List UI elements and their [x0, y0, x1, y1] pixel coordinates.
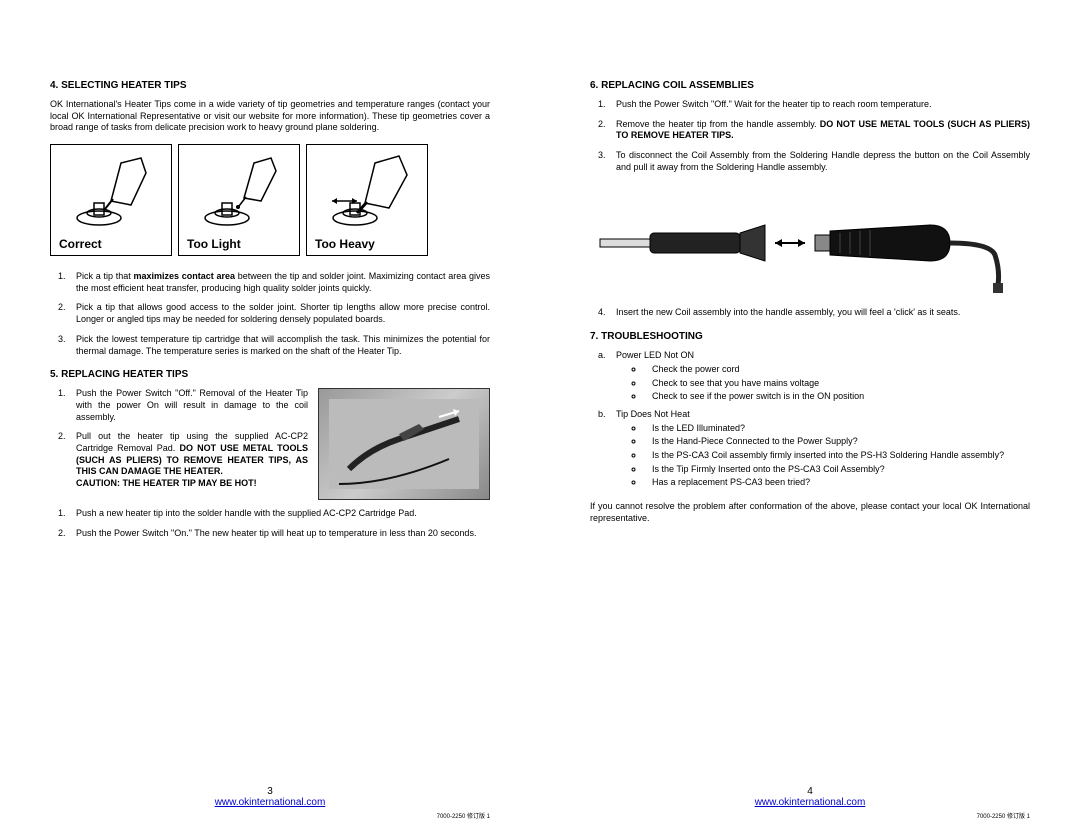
tip-light-svg: [189, 153, 289, 233]
section6-list-c: Insert the new Coil assembly into the ha…: [590, 307, 1030, 319]
tip-correct-svg: [61, 153, 161, 233]
s5b-item1: Push a new heater tip into the solder ha…: [68, 508, 490, 520]
s6-item3: To disconnect the Coil Assembly from the…: [608, 150, 1030, 173]
illus-label-heavy: Too Heavy: [307, 233, 375, 255]
section4-intro: OK International's Heater Tips come in a…: [50, 99, 490, 134]
illus-too-light: Too Light: [178, 144, 300, 256]
footer-right: 4 www.okinternational.com: [590, 786, 1030, 808]
s7-b-b2: Is the Hand-Piece Connected to the Power…: [644, 436, 1030, 448]
s7-a-b3: Check to see if the power switch is in t…: [644, 391, 1030, 403]
section5-list2: Push a new heater tip into the solder ha…: [50, 508, 490, 539]
s5b-item2: Push the Power Switch "On." The new heat…: [68, 528, 490, 540]
s4-item1: Pick a tip that maximizes contact area b…: [68, 271, 490, 294]
tip-heavy-svg: [317, 153, 417, 233]
illus-too-heavy: Too Heavy: [306, 144, 428, 256]
page-number-4: 4: [590, 786, 1030, 797]
coil-assembly-diagram: [590, 195, 1010, 295]
s7-b-b4: Is the Tip Firmly Inserted onto the PS-C…: [644, 464, 1030, 476]
page-4: 6. REPLACING COIL ASSEMBLIES Push the Po…: [540, 0, 1080, 834]
s7-a-b2: Check to see that you have mains voltage: [644, 378, 1030, 390]
section4-heading: 4. SELECTING HEATER TIPS: [50, 80, 490, 91]
s4-item2: Pick a tip that allows good access to th…: [68, 302, 490, 325]
section4-list: Pick a tip that maximizes contact area b…: [50, 271, 490, 357]
section5-heading: 5. REPLACING HEATER TIPS: [50, 369, 490, 380]
s7-a: Power LED Not ON Check the power cord Ch…: [608, 350, 1030, 403]
s7-b-b5: Has a replacement PS-CA3 been tried?: [644, 477, 1030, 489]
s4-item3: Pick the lowest temperature tip cartridg…: [68, 334, 490, 357]
s7-a-b1: Check the power cord: [644, 364, 1030, 376]
section6-list: Push the Power Switch "Off." Wait for th…: [590, 99, 1030, 173]
illus-correct: Correct: [50, 144, 172, 256]
heater-tip-photo: [318, 388, 490, 500]
s7-b-b1: Is the LED Illuminated?: [644, 423, 1030, 435]
section7-heading: 7. TROUBLESHOOTING: [590, 331, 1030, 342]
section7-list: Power LED Not ON Check the power cord Ch…: [590, 350, 1030, 489]
s6-item2: Remove the heater tip from the handle as…: [608, 119, 1030, 142]
illus-label-correct: Correct: [51, 233, 102, 255]
section7-closing: If you cannot resolve the problem after …: [590, 501, 1030, 524]
s6-item4: Insert the new Coil assembly into the ha…: [608, 307, 1030, 319]
s6-item1: Push the Power Switch "Off." Wait for th…: [608, 99, 1030, 111]
page-number-3: 3: [50, 786, 490, 797]
section6-heading: 6. REPLACING COIL ASSEMBLIES: [590, 80, 1030, 91]
illus-label-light: Too Light: [179, 233, 241, 255]
tip-illustrations: Correct Too Light: [50, 144, 490, 256]
footer-left: 3 www.okinternational.com: [50, 786, 490, 808]
s7-b: Tip Does Not Heat Is the LED Illuminated…: [608, 409, 1030, 489]
url-link-right[interactable]: www.okinternational.com: [755, 797, 866, 808]
s7-b-b3: Is the PS-CA3 Coil assembly firmly inser…: [644, 450, 1030, 462]
url-link-left[interactable]: www.okinternational.com: [215, 797, 326, 808]
docnum-right: 7000-2250 修订版 1: [977, 811, 1030, 820]
page-3: 4. SELECTING HEATER TIPS OK Internationa…: [0, 0, 540, 834]
docnum-left: 7000-2250 修订版 1: [437, 811, 490, 820]
